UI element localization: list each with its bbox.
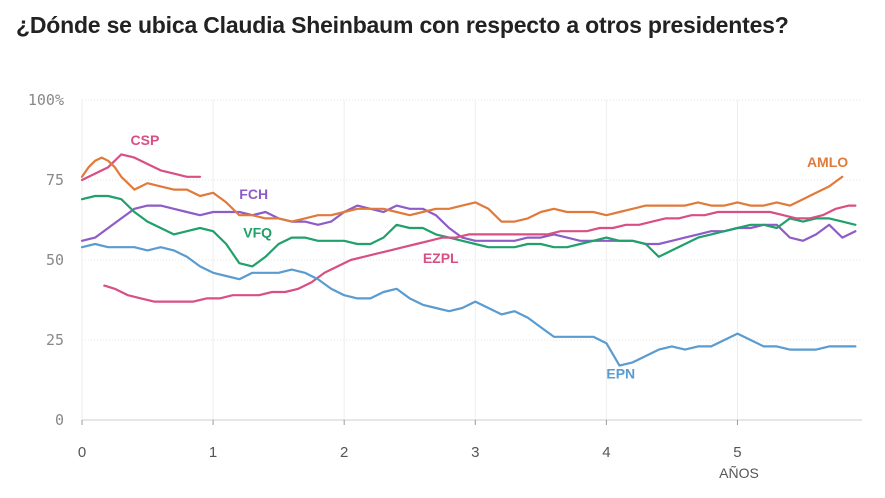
series-label-epn: EPN — [606, 365, 635, 381]
series-line-ezpl — [103, 204, 857, 303]
series-line-amlo — [80, 156, 844, 223]
x-tick-label: 0 — [78, 444, 86, 461]
series-labels: FCH VFQ EZPL CSP AMLO EPN — [131, 132, 849, 382]
series-line-epn — [80, 242, 857, 367]
gridlines — [81, 99, 862, 420]
series-lines — [80, 153, 857, 367]
series-label-amlo: AMLO — [807, 154, 848, 170]
x-tick-label: 3 — [471, 444, 479, 461]
y-tick-label: 100% — [28, 91, 64, 109]
x-tick-label: 5 — [733, 444, 741, 461]
y-tick-label: 0 — [55, 411, 64, 429]
series-label-csp: CSP — [131, 132, 160, 148]
y-tick-label: 50 — [46, 251, 64, 269]
series-label-ezpl: EZPL — [423, 250, 459, 266]
series-line-vfq — [80, 194, 857, 268]
x-tick-label: 4 — [602, 444, 610, 461]
y-tick-label: 75 — [46, 171, 64, 189]
series-label-vfq: VFQ — [243, 225, 272, 241]
series-line-csp — [80, 153, 202, 182]
x-axis-label: AÑOS — [719, 465, 759, 481]
series-label-fch: FCH — [239, 186, 268, 202]
y-tick-label: 25 — [46, 331, 64, 349]
chart-title: ¿Dónde se ubica Claudia Sheinbaum con re… — [16, 12, 789, 38]
x-tick-label: 1 — [209, 444, 217, 461]
axes: 0 25 50 75 100% 0 1 2 3 4 5 — [28, 91, 862, 461]
x-tick-label: 2 — [340, 444, 348, 461]
